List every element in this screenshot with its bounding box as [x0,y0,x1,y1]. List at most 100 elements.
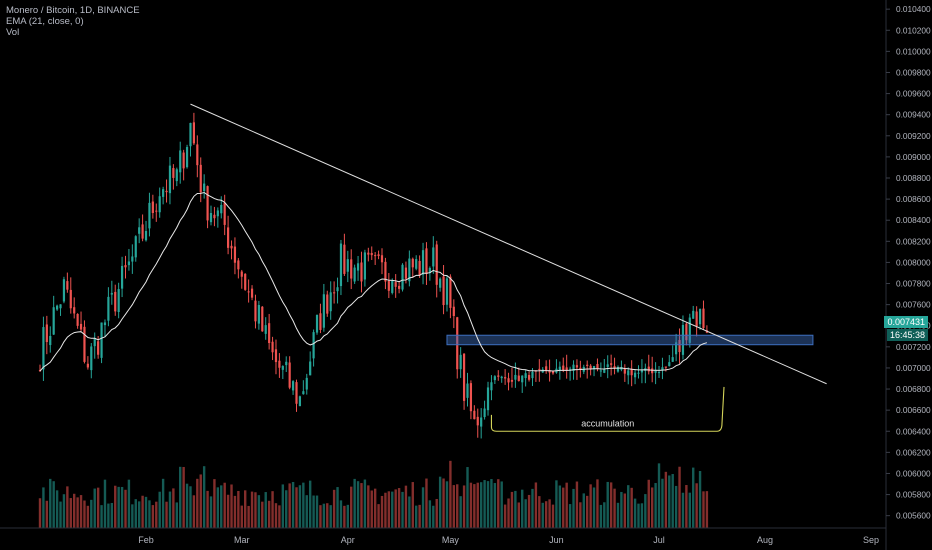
y-tick-label: 0.007000 [896,363,931,373]
x-tick-label: Aug [757,535,773,545]
candle [79,311,83,332]
candle [100,322,103,364]
volume-bar [298,485,302,528]
volume-bar [213,479,216,528]
candle [356,255,360,281]
candle [367,247,370,262]
volume-bar [237,490,240,528]
volume-bar [367,485,370,528]
volume-bar [380,495,384,528]
candle [93,332,96,359]
candle [90,343,93,379]
candle [175,167,178,187]
volume-bar [442,478,445,528]
candle [661,357,664,380]
volume-bar [240,505,243,528]
candle [514,362,517,388]
candle [613,357,616,375]
candle [124,255,127,279]
y-tick-label: 0.008400 [896,215,931,225]
volume-bar [644,494,647,528]
candle [271,336,274,361]
volume-bar [90,499,93,528]
bar-countdown-badge: 16:45:38 [886,329,928,342]
y-tick-label: 0.006600 [896,405,931,415]
candle [418,255,421,278]
candle [179,141,182,184]
volume-bar [555,480,558,528]
volume-bar [350,486,353,528]
candle [281,365,284,380]
candle [288,356,291,390]
y-tick-label: 0.010000 [896,46,931,56]
vol-legend: Vol [6,27,20,38]
accumulation-bracket[interactable] [490,386,725,432]
candle [155,203,158,222]
candle [633,369,637,385]
volume-bar [291,481,295,528]
resistance-zone[interactable] [446,334,814,346]
candle [620,360,623,372]
candle [678,328,681,364]
volume-bar [603,502,606,528]
volume-bar [445,481,449,528]
candle [555,359,558,374]
candle [497,370,500,381]
volume-bar [565,482,568,528]
candle [134,235,137,262]
volume-bar [692,467,695,528]
candle [401,263,404,292]
volume-bar [131,504,134,528]
volume-bar [418,504,421,528]
volume-bar [538,496,541,528]
candle [350,249,353,290]
volume-bar [579,502,582,528]
volume-bar [305,495,308,528]
volume-bar [558,485,562,528]
volume-bar [421,487,425,528]
candle [592,365,596,377]
volume-bar [247,505,250,528]
y-tick-label: 0.006200 [896,447,931,457]
candle [59,304,62,316]
volume-bar [356,481,360,528]
candle [432,236,435,274]
candle [452,299,455,329]
volume-bar [521,489,524,528]
candle [114,284,117,316]
candle [473,405,476,420]
volume-bar [73,493,76,528]
volume-bar [69,498,72,528]
volume-bar [360,483,363,528]
volume-bar [244,490,247,528]
price-axis[interactable]: 0.005600 0.005800 0.006000 0.006200 0.006400… [886,4,931,521]
volume-bar [134,499,137,528]
volume-bar [312,495,315,528]
y-tick-label: 0.010200 [896,25,931,35]
volume-bar [705,491,709,528]
candle [469,380,473,420]
volume-bar [435,498,438,528]
candle [127,248,131,271]
volume-bar [179,466,182,528]
volume-bar [148,500,151,528]
y-tick-label: 0.009800 [896,67,931,77]
volume-bar [288,483,291,528]
volume-bar [685,485,688,528]
volume-bar [637,503,640,528]
candle [257,300,260,330]
candle [216,207,219,228]
volume-bar [86,505,90,528]
volume-bar [483,480,486,528]
candle [606,355,609,379]
volume-bar [411,482,414,528]
candle [459,347,462,378]
y-tick-label: 0.009200 [896,131,931,141]
time-axis[interactable]: FebMarAprMayJunJulAugSepOct [138,535,932,545]
volume-bar [640,503,644,528]
trendline[interactable] [190,103,827,385]
x-tick-label: Mar [234,535,250,545]
volume-bar [657,463,661,528]
volume-bar [479,482,483,528]
